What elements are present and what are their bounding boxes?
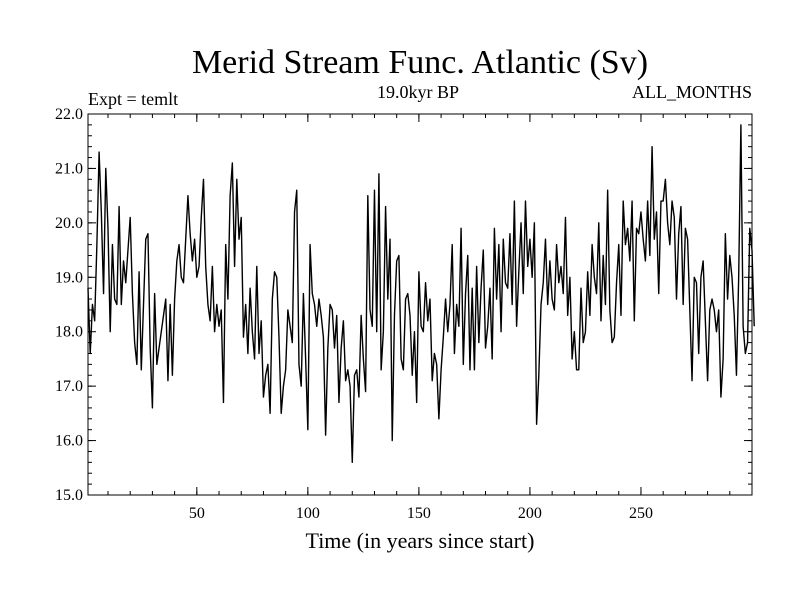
chart-title: Merid Stream Func. Atlantic (Sv)	[192, 44, 648, 81]
months-label: ALL_MONTHS	[632, 82, 752, 102]
x-tick-label: 150	[407, 505, 431, 522]
x-tick-label: 100	[296, 505, 320, 522]
x-axis-label: Time (in years since start)	[306, 528, 535, 553]
y-tick-label: 21.0	[55, 160, 83, 177]
y-tick-label: 22.0	[55, 106, 83, 123]
y-tick-label: 16.0	[55, 433, 83, 450]
y-tick-label: 20.0	[55, 215, 83, 232]
y-tick-label: 17.0	[55, 378, 83, 395]
x-tick-label: 250	[629, 505, 653, 522]
x-tick-label: 50	[189, 505, 205, 522]
period-label: 19.0kyr BP	[377, 82, 459, 102]
plot-area: 15.0 16.0 17.0 18.0 19.0 20.0 21.0 22.0 50 100 150…	[55, 106, 755, 522]
y-tick-label: 19.0	[55, 269, 83, 286]
x-tick-label: 200	[518, 505, 542, 522]
y-tick-label: 15.0	[55, 487, 83, 504]
series-line	[87, 124, 755, 464]
experiment-label: Expt = temlt	[88, 89, 178, 109]
y-tick-label: 18.0	[55, 324, 83, 341]
